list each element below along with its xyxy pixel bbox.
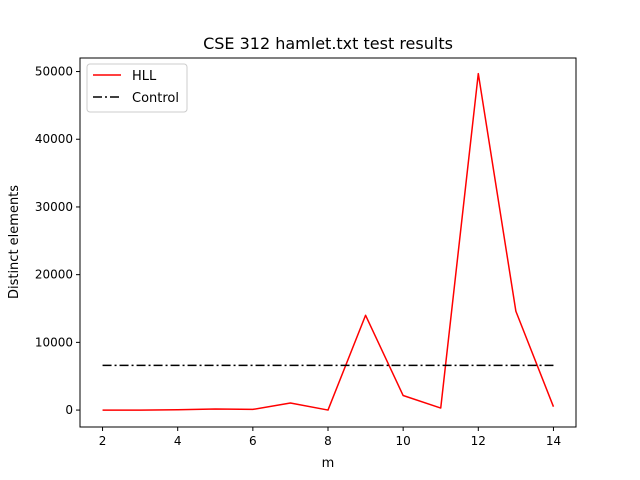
y-axis-label: Distinct elements (7, 185, 22, 299)
chart-title: CSE 312 hamlet.txt test results (203, 34, 453, 53)
y-tick-label: 20000 (35, 268, 73, 282)
x-tick-label: 14 (546, 434, 561, 448)
x-tick-label: 10 (396, 434, 411, 448)
y-tick-label: 0 (65, 403, 73, 417)
plot-area (80, 58, 576, 427)
x-axis-label: m (322, 456, 335, 471)
series-hll-line (102, 72, 555, 411)
legend-hll-label: HLL (132, 69, 157, 84)
y-tick-label: 10000 (35, 335, 73, 349)
legend-control-label: Control (132, 91, 179, 106)
ticks-layer: 2 4 6 8 10 12 14 0 10000 20000 30000 40000 50000 (35, 65, 561, 448)
legend-box (86, 63, 188, 113)
legend: HLL Control (86, 63, 188, 113)
x-tick-label: 2 (99, 434, 107, 448)
x-tick-label: 8 (324, 434, 332, 448)
x-tick-label: 6 (249, 434, 257, 448)
x-tick-label: 4 (174, 434, 182, 448)
y-tick-label: 30000 (35, 200, 73, 214)
series-layer (102, 72, 555, 411)
y-tick-label: 40000 (35, 132, 73, 146)
x-tick-label: 12 (471, 434, 486, 448)
y-tick-label: 50000 (35, 65, 73, 79)
plot-frame (79, 57, 577, 428)
